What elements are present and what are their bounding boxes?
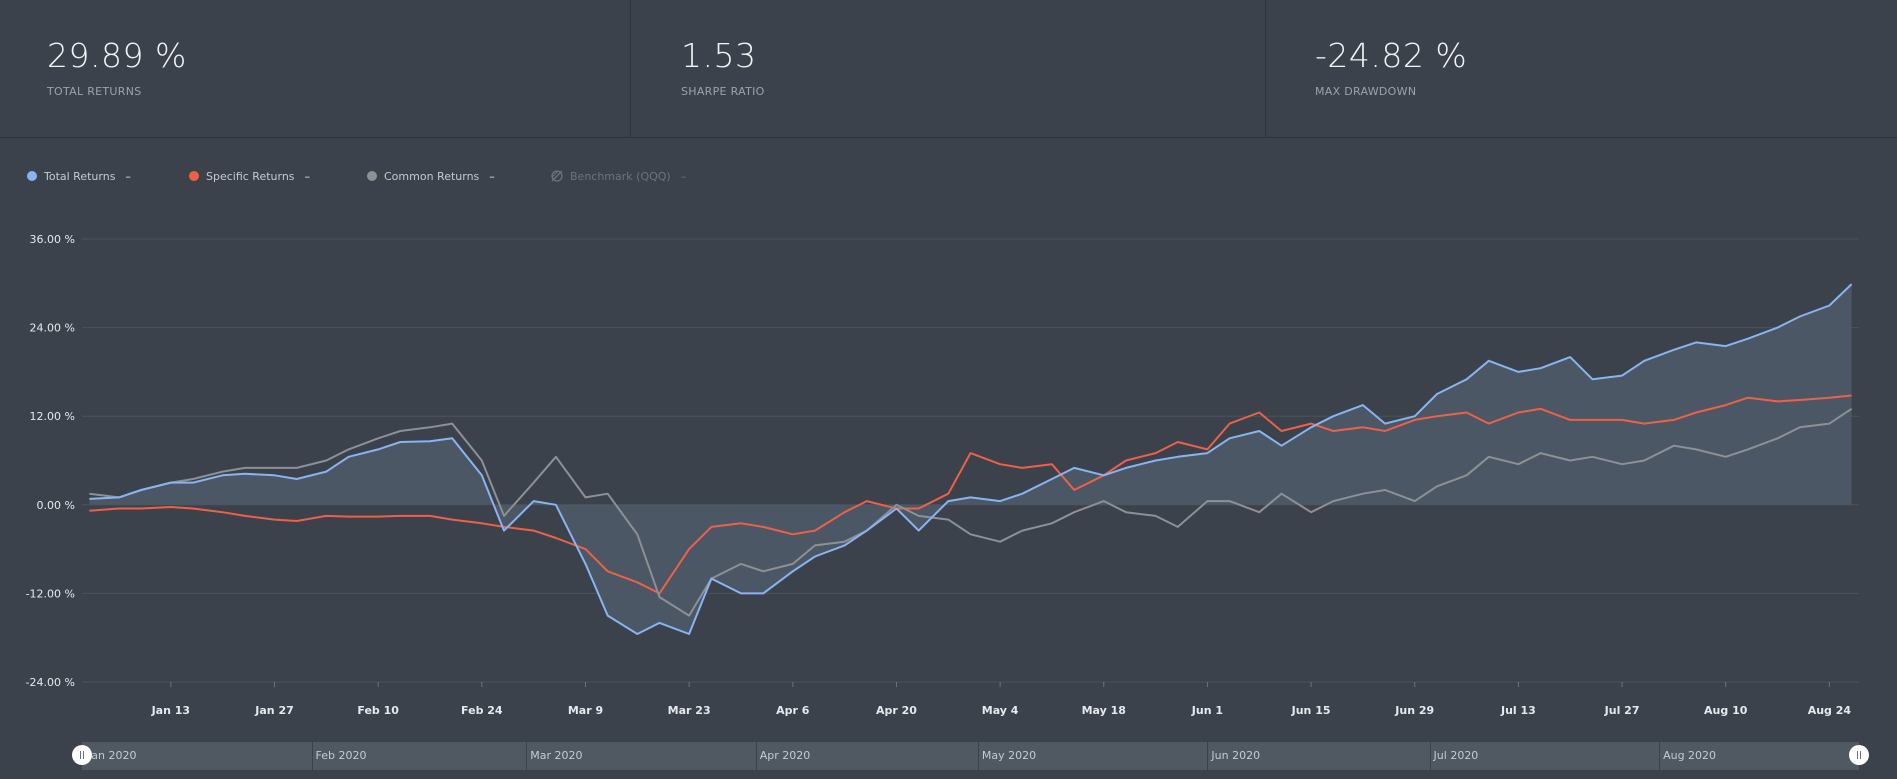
stat-value: 29.89 %: [47, 36, 187, 75]
y-tick-label: 0.00 %: [37, 499, 75, 512]
series-line-common-returns[interactable]: [89, 407, 1853, 617]
x-tick-label: Jun 29: [1394, 704, 1434, 717]
y-tick-label: -24.00 %: [26, 676, 75, 689]
x-tick-label: Jun 1: [1191, 704, 1223, 717]
navigator-left-handle[interactable]: [72, 745, 92, 765]
time-range-navigator[interactable]: Jan 2020 Feb 2020 Mar 2020 Apr 2020 May 2020…: [72, 742, 1869, 770]
navigator-month: Jan 2020: [88, 749, 137, 762]
legend-value: –: [304, 169, 311, 183]
x-tick-label: Mar 9: [568, 704, 603, 717]
legend-label: Benchmark (QQQ): [570, 169, 671, 183]
stat-label: TOTAL RETURNS: [47, 85, 142, 98]
stat-label: MAX DRAWDOWN: [1315, 85, 1417, 98]
legend-label: Total Returns: [44, 169, 116, 183]
legend-value: –: [489, 169, 495, 183]
stat-sharpe-ratio: 1.53 SHARPE RATIO: [631, 0, 1265, 137]
series-color-dot: [27, 171, 37, 181]
legend-value: –: [125, 169, 131, 183]
stat-label: SHARPE RATIO: [681, 85, 765, 98]
x-tick-label: Jan 27: [254, 704, 293, 717]
stat-value: 1.53: [681, 36, 757, 75]
y-tick-label: 24.00 %: [30, 322, 75, 335]
navigator-month: May 2020: [977, 742, 1208, 770]
navigator-right-handle[interactable]: [1849, 745, 1869, 765]
x-tick-label: Aug 24: [1808, 704, 1852, 717]
navigator-month: Jul 2020: [1429, 742, 1660, 770]
series-color-dot: [367, 171, 377, 181]
x-tick-label: Jan 13: [151, 704, 190, 717]
x-tick-label: Apr 20: [876, 704, 917, 717]
stat-divider: [630, 0, 631, 137]
stat-value: -24.82 %: [1315, 36, 1468, 75]
series-color-dot: [189, 171, 199, 181]
x-tick-label: Jul 13: [1500, 704, 1536, 717]
navigator-month: Feb 2020: [311, 742, 527, 770]
hidden-series-icon: [551, 170, 563, 182]
x-tick-label: Mar 23: [668, 704, 711, 717]
x-tick-label: Jun 15: [1291, 704, 1331, 717]
x-tick-label: Feb 24: [461, 704, 503, 717]
series-line-specific-returns[interactable]: [89, 394, 1852, 595]
navigator-month: Mar 2020: [526, 742, 756, 770]
navigator-month: Apr 2020: [755, 742, 978, 770]
y-tick-label: 12.00 %: [30, 410, 75, 423]
x-tick-label: Apr 6: [776, 704, 810, 717]
stat-divider: [1265, 0, 1266, 137]
x-tick-label: Jul 27: [1604, 704, 1640, 717]
legend-item-common-returns[interactable]: Common Returns –: [367, 166, 495, 186]
series-area-total-returns: [89, 284, 1852, 634]
legend-label: Specific Returns: [206, 169, 295, 183]
legend-item-total-returns[interactable]: Total Returns –: [27, 166, 131, 186]
stat-total-returns: 29.89 % TOTAL RETURNS: [0, 0, 630, 137]
stats-header: 29.89 % TOTAL RETURNS 1.53 SHARPE RATIO …: [0, 0, 1897, 138]
returns-chart[interactable]: 36.00 % 24.00 % 12.00 % 0.00 % -12.00 % -24.0…: [0, 220, 1897, 720]
x-tick-label: Aug 10: [1704, 704, 1748, 717]
navigator-month: Jun 2020: [1207, 742, 1429, 770]
legend-value: –: [680, 169, 687, 183]
x-tick-label: Feb 10: [357, 704, 399, 717]
y-tick-label: -12.00 %: [26, 587, 75, 600]
legend-item-benchmark[interactable]: Benchmark (QQQ) –: [551, 166, 686, 186]
x-tick-label: May 4: [982, 704, 1019, 717]
navigator-month: Aug 2020: [1659, 742, 1859, 770]
stat-max-drawdown: -24.82 % MAX DRAWDOWN: [1266, 0, 1897, 137]
legend-label: Common Returns: [384, 169, 480, 183]
legend-item-specific-returns[interactable]: Specific Returns –: [189, 166, 310, 186]
series-line-total-returns[interactable]: [89, 283, 1853, 635]
x-tick-label: May 18: [1082, 704, 1126, 717]
y-tick-label: 36.00 %: [30, 233, 75, 246]
